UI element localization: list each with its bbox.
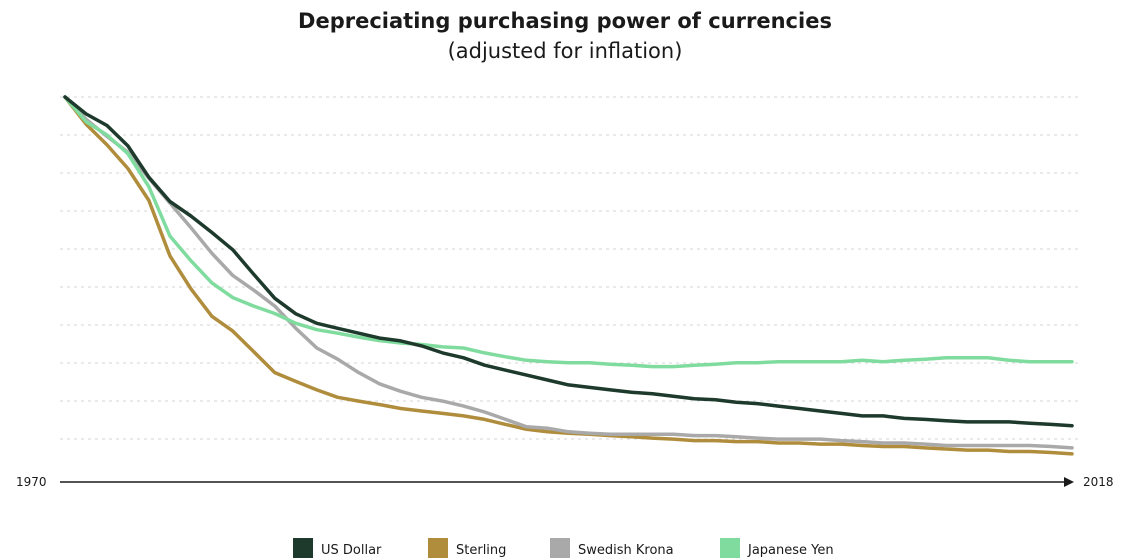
chart-subtitle: (adjusted for inflation) (448, 39, 683, 63)
series-line-swedish-krona (63, 95, 1074, 450)
x-axis-start-label: 1970 (16, 475, 47, 489)
legend-swatch-swedish-krona (550, 538, 570, 558)
x-axis-end-label: 2018 (1083, 475, 1114, 489)
legend-label-us-dollar: US Dollar (321, 543, 382, 558)
legend-label-japanese-yen: Japanese Yen (747, 543, 834, 558)
gridlines (60, 96, 1078, 440)
legend-swatch-us-dollar (293, 538, 313, 558)
series-line-us-dollar (63, 95, 1074, 428)
legend-swatch-sterling (428, 538, 448, 558)
legend-label-sterling: Sterling (456, 543, 506, 558)
x-axis: 1970 2018 (16, 475, 1114, 489)
legend-label-swedish-krona: Swedish Krona (578, 543, 674, 558)
chart-title: Depreciating purchasing power of currenc… (298, 9, 832, 33)
x-axis-arrow-icon (1064, 477, 1074, 487)
series-lines (63, 95, 1074, 456)
series-line-japanese-yen (63, 95, 1074, 369)
legend-swatch-japanese-yen (720, 538, 740, 558)
series-line-sterling (63, 95, 1074, 456)
legend: US Dollar Sterling Swedish Krona Japanese Y… (293, 538, 834, 558)
